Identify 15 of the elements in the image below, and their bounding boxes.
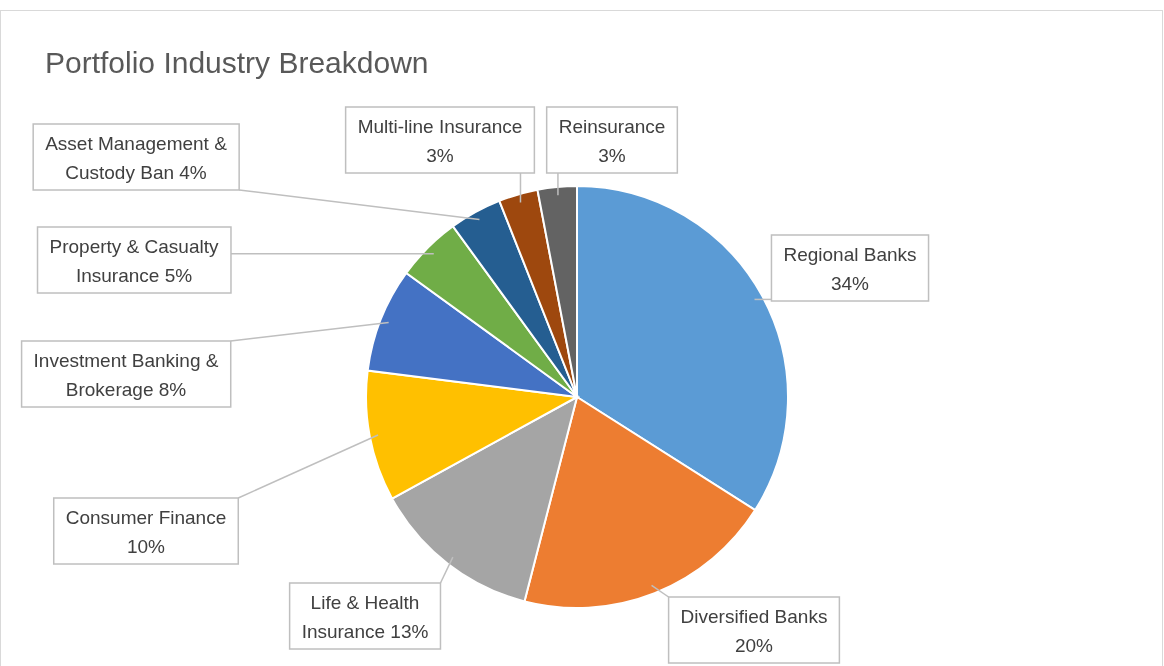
- slice-label: Property & Casualty Insurance 5%: [49, 236, 219, 286]
- data-label: 3%: [426, 145, 454, 166]
- data-label: 10%: [126, 536, 166, 557]
- data-label: 20%: [734, 635, 774, 656]
- slice-label: Asset Management & Custody Ban 4%: [45, 133, 228, 183]
- data-label: 3%: [598, 145, 626, 166]
- slice-label: Investment Banking & Brokerage 8%: [33, 350, 219, 400]
- slice-label: Life & Health Insurance 13%: [301, 592, 429, 642]
- slice-label: Multi-line Insurance: [357, 116, 523, 137]
- chart-title: Portfolio Industry Breakdown: [45, 46, 429, 79]
- slice-label: Diversified Banks: [680, 606, 828, 627]
- data-label: 34%: [830, 273, 870, 294]
- slice-label: Reinsurance: [558, 116, 666, 137]
- slice-label: Consumer Finance: [65, 507, 227, 528]
- slice-label: Regional Banks: [783, 244, 917, 265]
